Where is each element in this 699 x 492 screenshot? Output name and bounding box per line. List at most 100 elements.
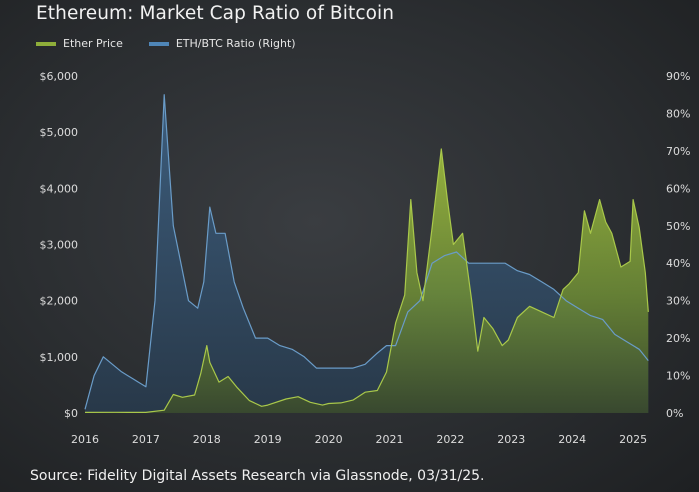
ether-price-point: [462, 233, 464, 235]
ether-price-point: [541, 311, 543, 313]
eth-btc-ratio-point: [267, 337, 269, 339]
ether-price-point: [578, 272, 580, 274]
legend-item-eth-btc-ratio: ETH/BTC Ratio (Right): [148, 37, 296, 50]
eth-btc-ratio-point: [386, 345, 388, 347]
ether-price-point: [599, 199, 601, 201]
y-left-tick-label: $5,000: [40, 126, 79, 139]
eth-btc-ratio-point: [648, 360, 650, 362]
ether-price-line: [84, 148, 649, 413]
y-right-tick-label: 90%: [666, 70, 690, 83]
ether-price-point: [529, 306, 531, 308]
ether-price-point: [267, 404, 269, 406]
ether-price-point: [638, 227, 640, 229]
ether-price-point: [492, 328, 494, 330]
eth-btc-ratio-point: [340, 367, 342, 369]
eth-btc-ratio-point: [431, 262, 433, 264]
ether-price-point: [261, 406, 263, 408]
eth-btc-ratio-point: [233, 281, 235, 283]
eth-btc-ratio-point: [529, 274, 531, 276]
ether-price-point: [553, 317, 555, 319]
eth-btc-ratio-point: [468, 262, 470, 264]
eth-btc-ratio-point: [173, 225, 175, 227]
ether-price-point: [404, 294, 406, 296]
eth-btc-ratio-area: [85, 94, 649, 413]
eth-btc-ratio-point: [121, 371, 123, 373]
eth-btc-ratio-point: [103, 356, 105, 358]
y-left-tick-label: $3,000: [40, 239, 79, 252]
ether-price-point: [209, 362, 211, 364]
ether-price-point: [145, 412, 147, 414]
ether-price-point: [352, 399, 354, 401]
y-right-tick-label: 20%: [666, 332, 690, 345]
ether-price-point: [620, 266, 622, 268]
eth-btc-ratio-point: [590, 315, 592, 317]
ether-price-area: [85, 149, 649, 413]
ether-price-point: [237, 387, 239, 389]
ether-price-point: [218, 381, 220, 383]
eth-btc-ratio-area-layer: [85, 94, 649, 413]
ether-price-point: [431, 227, 433, 229]
ether-price-point: [590, 233, 592, 235]
ether-price-point: [568, 283, 570, 285]
eth-btc-ratio-point: [303, 356, 305, 358]
eth-btc-ratio-point: [456, 251, 458, 253]
y-right-tick-label: 50%: [666, 220, 690, 233]
y-left-tick-label: $6,000: [40, 70, 79, 83]
ether-price-point: [632, 199, 634, 201]
eth-btc-ratio-point: [279, 345, 281, 347]
ether-price-point: [648, 311, 650, 313]
eth-btc-ratio-point: [179, 255, 181, 257]
ether-price-point: [285, 398, 287, 400]
ether-price-point: [416, 272, 418, 274]
ether-price-point: [477, 350, 479, 352]
y-right-tick-label: 40%: [666, 257, 690, 270]
x-tick-label: 2020: [315, 433, 343, 446]
chart-title: Ethereum: Market Cap Ratio of Bitcoin: [36, 3, 395, 24]
ether-price-point: [441, 148, 443, 150]
source-note: Source: Fidelity Digital Assets Research…: [30, 468, 485, 484]
y-left-tick-label: $2,000: [40, 295, 79, 308]
eth-btc-ratio-point: [203, 281, 205, 283]
ether-price-point: [611, 233, 613, 235]
legend-swatch-eth-btc-ratio: [148, 41, 169, 46]
ether-price-point: [508, 339, 510, 341]
ether-price-point: [377, 390, 379, 392]
legend-swatch-ether-price: [36, 41, 56, 46]
ether-price-point: [447, 199, 449, 201]
x-tick-label: 2021: [376, 433, 404, 446]
ether-price-point: [173, 394, 175, 396]
eth-btc-ratio-point: [407, 311, 409, 313]
eth-btc-ratio-point: [112, 364, 114, 366]
eth-btc-ratio-point: [377, 352, 379, 354]
ether-price-point: [206, 345, 208, 347]
eth-btc-ratio-point: [215, 233, 217, 235]
ether-price-point: [645, 272, 647, 274]
legend-item-ether-price: Ether Price: [36, 37, 123, 50]
ether-price-point: [517, 317, 519, 319]
y-right-tick-label: 30%: [666, 295, 690, 308]
eth-btc-ratio-point: [84, 409, 86, 411]
eth-btc-ratio-point: [188, 300, 190, 302]
ether-price-point: [328, 403, 330, 405]
x-tick-label: 2025: [619, 433, 647, 446]
eth-btc-ratio-point: [553, 289, 555, 291]
x-tick-label: 2018: [193, 433, 221, 446]
ether-price-point: [629, 261, 631, 263]
x-tick-label: 2023: [497, 433, 525, 446]
eth-btc-ratio-point: [352, 367, 354, 369]
y-right-tick-label: 80%: [666, 107, 690, 120]
y-right-tick-label: 70%: [666, 145, 690, 158]
ether-price-point: [471, 300, 473, 302]
eth-btc-ratio-point: [578, 307, 580, 309]
y-right-tick-label: 60%: [666, 182, 690, 195]
ether-price-point: [605, 221, 607, 223]
y-left-tick-label: $4,000: [40, 182, 79, 195]
ether-price-point: [297, 396, 299, 398]
eth-btc-ratio-point: [395, 345, 397, 347]
eth-btc-ratio-point: [492, 262, 494, 264]
x-tick-label: 2022: [436, 433, 464, 446]
eth-btc-ratio-point: [444, 255, 446, 257]
ether-price-point: [115, 412, 117, 414]
y-right-tick-label: 0%: [666, 407, 683, 420]
